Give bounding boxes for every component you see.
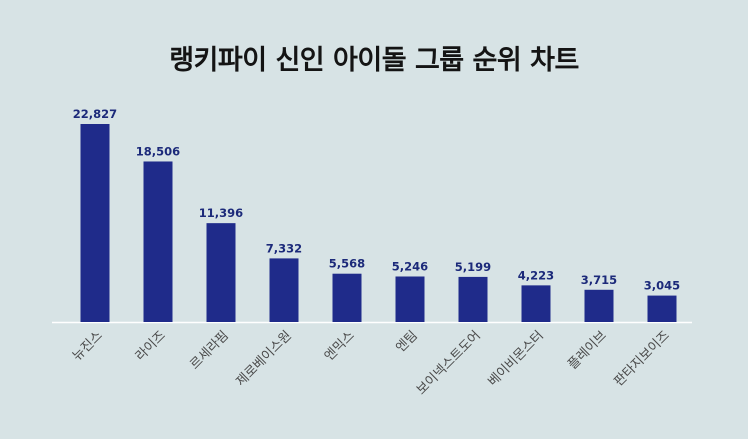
bar [521, 285, 551, 322]
data-label: 4,223 [518, 268, 554, 282]
bar [584, 289, 614, 322]
bar [269, 258, 299, 322]
x-tick-label: 제로베이스원 [233, 328, 294, 389]
bar [647, 295, 677, 322]
data-label: 22,827 [73, 107, 117, 121]
x-tick-label: 엔믹스 [322, 328, 358, 364]
x-tick-label: 플레이브 [565, 328, 609, 372]
x-tick-label: 라이즈 [133, 328, 169, 364]
bar [332, 273, 362, 322]
data-label: 3,045 [644, 279, 680, 293]
data-label: 7,332 [266, 241, 302, 255]
data-label: 11,396 [199, 206, 243, 220]
chart-title: 랭키파이 신인 아이돌 그룹 순위 차트 [169, 45, 579, 76]
x-tick-label: 르세라핌 [187, 328, 231, 372]
bar [458, 276, 488, 322]
data-label: 18,506 [136, 144, 180, 158]
data-label: 5,568 [329, 257, 365, 271]
x-tick-label: 엔팀 [393, 328, 421, 356]
bar [143, 161, 173, 322]
x-tick-label: 베이비몬스터 [485, 328, 546, 389]
x-tick-label: 판타지보이즈 [611, 328, 672, 389]
bar [206, 223, 236, 322]
data-label: 3,715 [581, 273, 617, 287]
data-label: 5,246 [392, 259, 428, 273]
bar [395, 276, 425, 322]
bar [80, 124, 110, 322]
x-tick-label: 뉴진스 [70, 328, 106, 364]
x-tick-label: 보이넥스트도어 [414, 328, 484, 398]
data-label: 5,199 [455, 260, 491, 274]
